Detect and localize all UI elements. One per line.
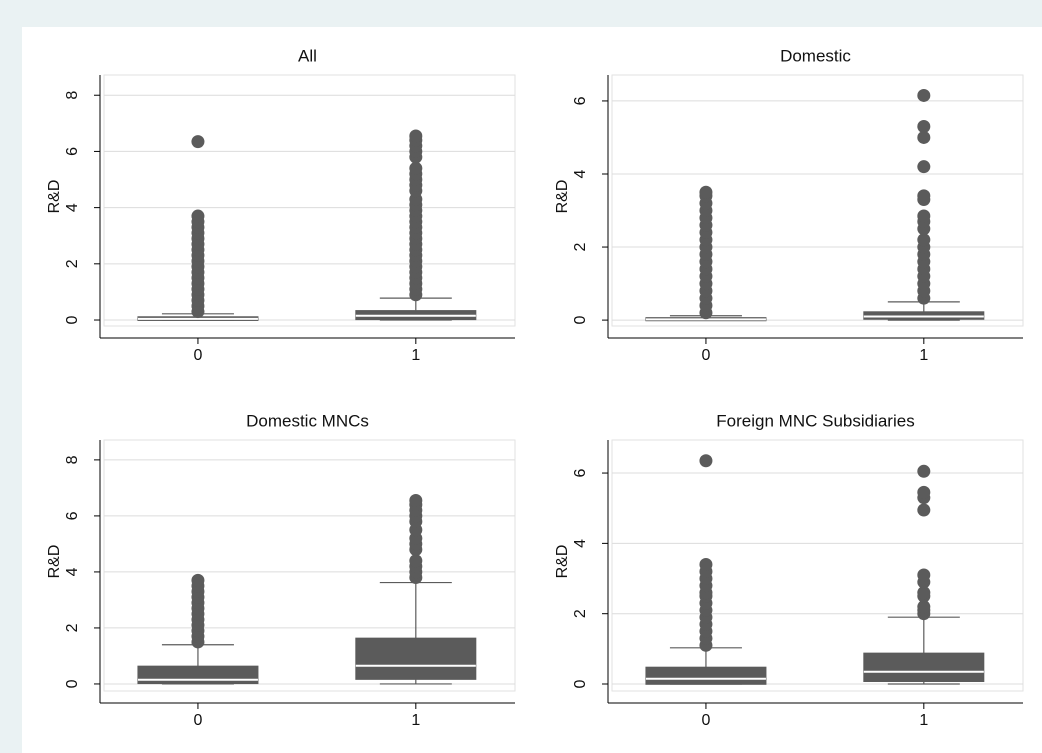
- box: [137, 665, 259, 685]
- x-tick-label: 1: [411, 347, 420, 364]
- y-tick-label: 6: [572, 96, 589, 105]
- box: [645, 666, 767, 685]
- y-tick-label: 4: [64, 567, 81, 576]
- x-tick-label: 1: [919, 712, 928, 729]
- y-tick-label: 0: [64, 315, 81, 324]
- y-axis-label: R&D: [554, 180, 571, 214]
- y-tick-label: 8: [64, 455, 81, 464]
- plot-area: [611, 439, 1024, 692]
- outlier: [191, 135, 205, 149]
- outlier: [917, 586, 931, 600]
- outlier: [917, 233, 931, 247]
- box: [355, 637, 477, 680]
- y-tick-label: 6: [64, 511, 81, 520]
- plot-area: [611, 74, 1024, 327]
- y-tick-label: 4: [572, 169, 589, 178]
- x-tick-label: 0: [193, 347, 202, 364]
- y-tick-label: 2: [64, 623, 81, 632]
- outlier: [917, 568, 931, 582]
- chart-title: Domestic MNCs: [246, 411, 369, 430]
- outlier: [409, 554, 423, 568]
- outlier: [917, 160, 931, 174]
- y-axis-label: R&D: [554, 545, 571, 579]
- y-tick-label: 0: [572, 316, 589, 325]
- y-tick-label: 6: [64, 147, 81, 156]
- y-axis-label: R&D: [46, 180, 63, 214]
- chart-title: Domestic: [780, 46, 851, 65]
- y-tick-label: 0: [572, 679, 589, 688]
- y-tick-label: 4: [572, 539, 589, 548]
- outlier: [917, 503, 931, 517]
- y-tick-label: 8: [64, 91, 81, 100]
- y-tick-label: 2: [572, 609, 589, 618]
- outlier: [409, 493, 423, 507]
- y-tick-label: 4: [64, 203, 81, 212]
- outlier: [917, 130, 931, 144]
- outlier: [699, 454, 713, 468]
- y-tick-label: 2: [64, 259, 81, 268]
- y-tick-label: 0: [64, 679, 81, 688]
- x-tick-label: 1: [919, 347, 928, 364]
- outlier: [917, 209, 931, 223]
- outlier: [191, 209, 205, 223]
- outlier: [917, 120, 931, 134]
- x-tick-label: 0: [193, 712, 202, 729]
- outlier: [917, 600, 931, 614]
- x-tick-label: 0: [701, 347, 710, 364]
- outlier: [917, 464, 931, 478]
- plot-area: [103, 74, 516, 327]
- y-axis-label: R&D: [46, 545, 63, 579]
- outlier: [917, 485, 931, 499]
- outlier: [409, 161, 423, 175]
- outlier: [409, 129, 423, 143]
- outlier: [699, 185, 713, 199]
- x-tick-label: 0: [701, 712, 710, 729]
- box: [863, 652, 985, 682]
- x-tick-label: 1: [411, 712, 420, 729]
- outlier: [191, 573, 205, 587]
- outlier: [699, 557, 713, 571]
- chart-title: All: [298, 46, 317, 65]
- y-tick-label: 6: [572, 469, 589, 478]
- outlier: [917, 189, 931, 203]
- outlier: [917, 88, 931, 102]
- y-tick-label: 2: [572, 242, 589, 251]
- plot-area: [103, 439, 516, 692]
- chart-title: Foreign MNC Subsidiaries: [716, 411, 914, 430]
